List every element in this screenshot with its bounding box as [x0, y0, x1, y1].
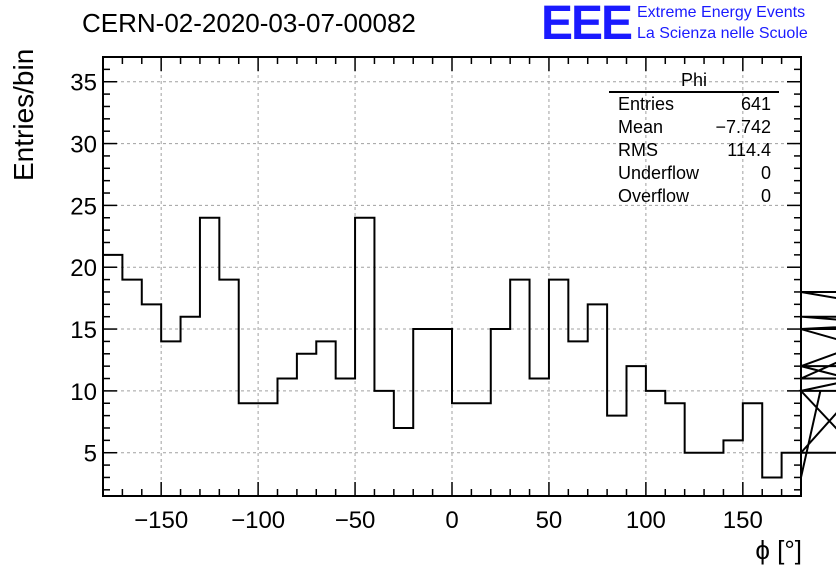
stats-label: Mean	[618, 117, 664, 137]
x-tick-label: 150	[723, 507, 763, 534]
eee-logo: EEE	[541, 0, 633, 50]
y-tick-label: 15	[70, 317, 97, 344]
x-tick-label: 50	[536, 507, 563, 534]
stats-label: Entries	[618, 94, 675, 114]
stats-value: −7.742	[715, 117, 771, 137]
stats-row: Overflow 0	[609, 185, 779, 208]
y-tick-label: 5	[84, 441, 97, 468]
stats-row: Mean −7.742	[609, 116, 779, 139]
stats-value: 0	[760, 163, 771, 183]
y-tick-label: 10	[70, 379, 97, 406]
tick-labels: −150 −100 −50 0 50 100 150 5 10 15 20 25 30 35	[70, 70, 763, 534]
logo-line-1: Extreme Energy Events	[637, 4, 806, 21]
x-tick-label: 100	[626, 507, 666, 534]
stats-row: RMS 114.4	[609, 139, 779, 162]
stats-label: Overflow	[618, 186, 690, 206]
x-tick-label: −50	[335, 507, 376, 534]
stats-label: RMS	[618, 140, 658, 160]
y-tick-label: 20	[70, 255, 97, 282]
stats-box: Phi Entries 641 Mean −7.742 RMS 114.4 Un…	[609, 70, 779, 208]
y-tick-label: 30	[70, 132, 97, 159]
x-tick-label: −100	[231, 507, 285, 534]
x-tick-label: −150	[134, 507, 188, 534]
stats-row: Entries 641	[609, 93, 779, 116]
stats-label: Underflow	[618, 163, 700, 183]
histogram-outline	[103, 216, 836, 479]
run-title: CERN-02-2020-03-07-00082	[82, 8, 416, 38]
stats-title: Phi	[609, 70, 779, 93]
y-axis-label: Entries/bin	[8, 48, 39, 181]
stats-value: 114.4	[727, 140, 771, 160]
stats-row: Underflow 0	[609, 162, 779, 185]
y-tick-label: 25	[70, 193, 97, 220]
x-tick-label: 0	[445, 507, 458, 534]
stats-value: 0	[760, 186, 771, 206]
y-tick-label: 35	[70, 70, 97, 97]
stats-value: 641	[740, 94, 771, 114]
logo-line-2: La Scienza nelle Scuole	[637, 25, 808, 42]
x-axis-label: ϕ [°]	[755, 535, 802, 565]
axis-ticks	[102, 57, 802, 496]
